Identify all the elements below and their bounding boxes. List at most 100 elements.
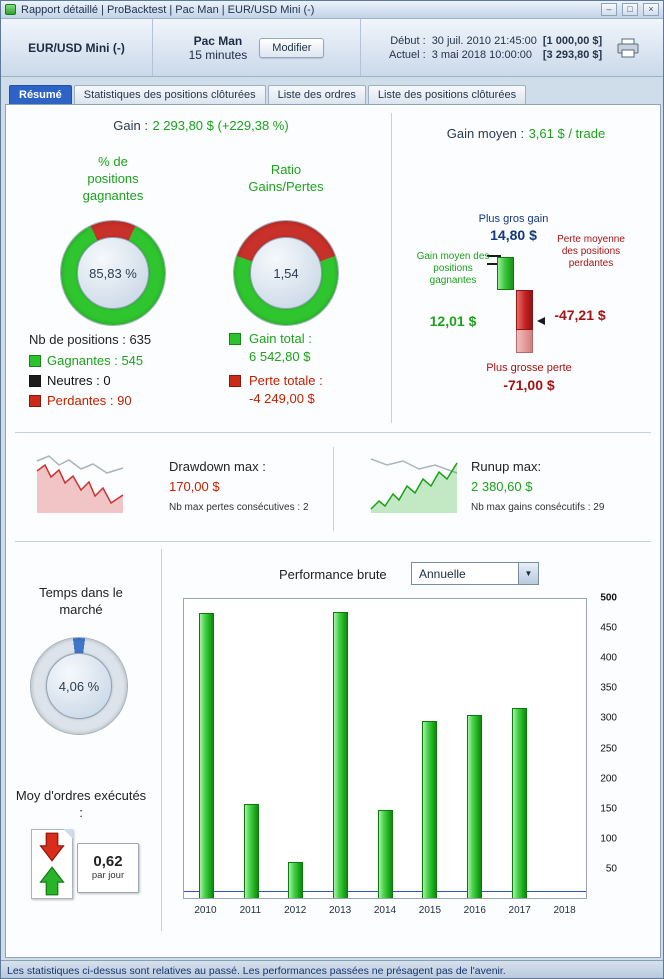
current-date: 3 mai 2018 10:00:00 — [431, 48, 532, 61]
market-time-value: 4,06 % — [58, 678, 100, 694]
y-tick-450: 450 — [600, 622, 617, 634]
modify-button[interactable]: Modifier — [259, 37, 325, 58]
tab-liste-positions[interactable]: Liste des positions clôturées — [367, 85, 527, 104]
avg-gain-label: Gain moyen : — [446, 126, 525, 141]
x-tick-2015: 2015 — [418, 905, 442, 916]
loss-total-label: Perte totale : — [249, 373, 323, 388]
dropdown-arrow-icon[interactable]: ▼ — [518, 563, 538, 584]
orders-per-day-icon — [31, 829, 73, 899]
loss-range-bar-extreme — [516, 330, 533, 353]
bar-2011 — [243, 803, 259, 898]
section2-divider — [333, 447, 334, 531]
tab-statistiques[interactable]: Statistiques des positions clôturées — [73, 85, 266, 104]
bar-slot-2011 — [229, 599, 274, 898]
strategy-cell: Pac Man 15 minutes Modifier — [153, 19, 361, 76]
strategy-name: Pac Man — [193, 33, 243, 48]
dates-cell: Début : 30 juil. 2010 21:45:00 [1 000,00… — [361, 19, 663, 76]
x-tick-2013: 2013 — [328, 905, 352, 916]
performance-plot — [183, 598, 587, 899]
legend-loss-row: Perdantes : 90 — [29, 393, 132, 408]
divider-1 — [15, 432, 651, 433]
y-tick-350: 350 — [600, 682, 617, 694]
gain-total-label: Gain total : — [249, 331, 312, 346]
dates-grid: Début : 30 juil. 2010 21:45:00 [1 000,00… — [389, 35, 602, 61]
x-tick-2018: 2018 — [553, 905, 576, 916]
drawdown-sparkline — [36, 455, 124, 513]
avg-gain-value: 3,61 $ / trade — [528, 126, 606, 141]
drawdown-value: 170,00 $ — [169, 479, 220, 494]
bar-2013 — [332, 612, 348, 898]
bar-slot-2017 — [497, 599, 542, 898]
gain-label: Gain : — [113, 118, 148, 133]
gain-value: 2 293,80 $ (+229,38 %) — [152, 118, 289, 133]
close-button[interactable]: × — [643, 3, 659, 16]
legend-neutral-swatch — [29, 374, 41, 387]
avg-win-value: 12,01 $ — [429, 313, 477, 329]
orders-per-day-unit: par jour — [91, 870, 125, 881]
avg-loss-arrow-icon — [537, 317, 545, 325]
runup-label: Runup max: — [471, 459, 542, 474]
section1-divider — [391, 113, 392, 423]
winning-donut-hole: 85,83 % — [77, 237, 149, 309]
print-icon[interactable] — [616, 38, 640, 58]
y-tick-250: 250 — [600, 743, 617, 754]
strategy-timeframe: 15 minutes — [188, 47, 248, 62]
y-tick-400: 400 — [600, 652, 617, 664]
y-axis: 50 100 150 200 250 300 350 400 450 500 — [591, 593, 621, 899]
biggest-loss-value: -71,00 $ — [503, 377, 555, 393]
y-tick-50: 50 — [605, 863, 617, 875]
gain-total-swatch — [229, 333, 241, 345]
tab-liste-ordres[interactable]: Liste des ordres — [267, 85, 366, 104]
legend-neutral-label: Neutres : 0 — [47, 373, 111, 388]
x-labels: 2010 2011 2012 2013 2014 2015 2016 2017 2018 — [183, 905, 587, 916]
ratio-donut-value: 1,54 — [273, 265, 299, 281]
performance-period-select[interactable]: Annuelle ▼ — [411, 562, 539, 585]
y-tick-100: 100 — [600, 833, 617, 845]
tab-resume[interactable]: Résumé — [9, 85, 72, 104]
orders-per-day-title: Moy d'ordres exécutés : — [15, 788, 147, 820]
gain-range-bar — [497, 257, 514, 290]
bar-2015 — [422, 721, 438, 898]
instrument-name: EUR/USD Mini (-) — [28, 40, 125, 55]
ratio-donut-title: Ratio Gains/Pertes — [248, 162, 324, 194]
avg-win-tick — [487, 263, 499, 265]
bar-slot-2014 — [363, 599, 408, 898]
runup-sparkline — [370, 458, 458, 513]
ratio-donut-hole: 1,54 — [250, 237, 322, 309]
x-tick-2012: 2012 — [284, 905, 307, 916]
biggest-gain-value: 14,80 $ — [490, 227, 537, 243]
runup-value: 2 380,60 $ — [471, 479, 533, 494]
bar-2012 — [288, 862, 304, 898]
status-text: Les statistiques ci-dessus sont relative… — [7, 964, 506, 977]
legend-loss-swatch — [29, 394, 41, 407]
bar-slot-2010 — [184, 599, 229, 898]
orders-per-day-box: 0,62 par jour — [77, 843, 139, 893]
gain-total-value: 6 542,80 $ — [249, 349, 311, 364]
bar-slot-2018 — [541, 599, 586, 898]
legend-win-row: Gagnantes : 545 — [29, 353, 143, 368]
legend-neutral-row: Neutres : 0 — [29, 373, 111, 388]
avg-gain-line: Gain moyen : 3,61 $ / trade — [401, 125, 651, 143]
section3-divider — [161, 549, 162, 931]
bar-2017 — [511, 708, 527, 898]
ratio-donut: 1,54 — [234, 221, 338, 325]
gain-line: Gain : 2 293,80 $ (+229,38 %) — [31, 117, 371, 135]
strategy-info: Pac Man 15 minutes — [189, 34, 248, 62]
maximize-button[interactable]: □ — [622, 3, 638, 16]
status-bar: Les statistiques ci-dessus sont relative… — [1, 960, 663, 978]
nb-positions: Nb de positions : 635 — [29, 332, 152, 347]
loss-total-value: -4 249,00 $ — [249, 391, 315, 406]
market-time-gauge-hole: 4,06 % — [46, 653, 112, 719]
winning-donut: 85,83 % — [61, 221, 165, 325]
x-tick-2017: 2017 — [508, 905, 531, 916]
market-time-title: Temps dans le marché — [39, 585, 123, 617]
start-date: 30 juil. 2010 21:45:00 — [431, 34, 537, 47]
drawdown-sub: Nb max pertes consécutives : 2 — [169, 502, 309, 513]
tab-bar: Résumé Statistiques des positions clôtur… — [9, 85, 527, 104]
bar-slot-2013 — [318, 599, 363, 898]
minimize-button[interactable]: – — [601, 3, 617, 16]
y-tick-300: 300 — [600, 712, 617, 724]
drawdown-label: Drawdown max : — [169, 459, 266, 474]
y-tick-150: 150 — [600, 803, 617, 815]
